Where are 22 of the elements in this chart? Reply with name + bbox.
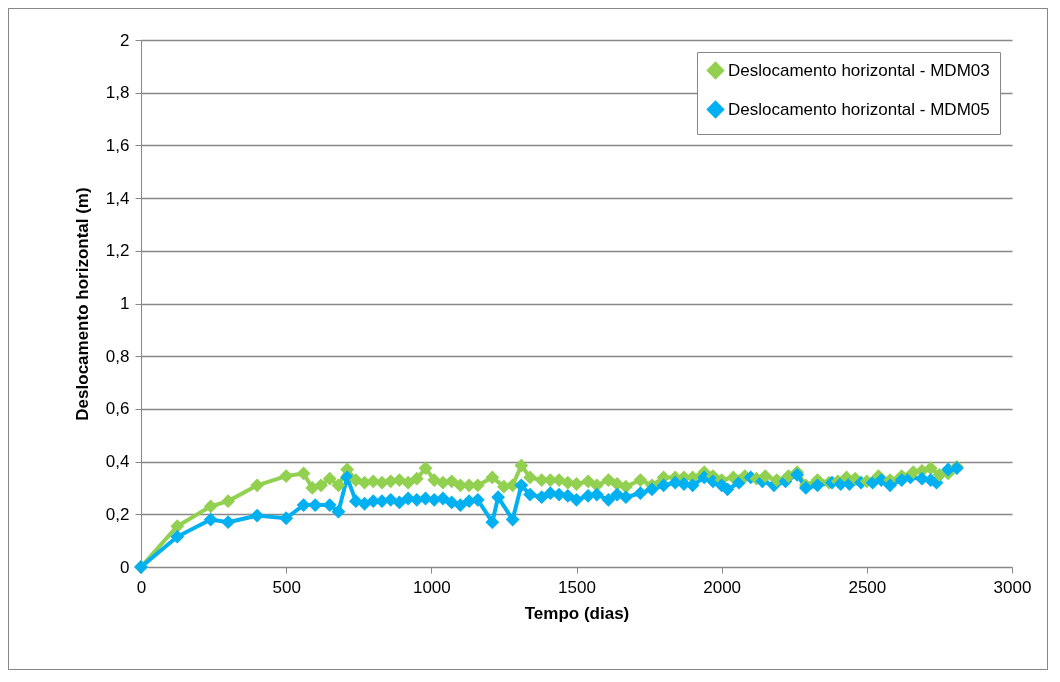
x-tick-label: 0 (136, 577, 147, 597)
y-tick-label: 1,8 (105, 83, 130, 103)
x-tick-label: 1000 (412, 577, 451, 597)
y-tick-label: 0 (120, 557, 130, 577)
y-tick-label: 2 (120, 30, 130, 50)
y-tick-label: 0,2 (105, 504, 130, 524)
x-axis-title: Tempo (dias) (524, 603, 630, 623)
x-tick-label: 500 (272, 577, 301, 597)
x-tick-label: 2500 (848, 577, 887, 597)
y-tick-label: 0,4 (105, 452, 130, 472)
legend-label: Deslocamento horizontal - MDM05 (728, 99, 990, 119)
y-tick-label: 0,6 (105, 399, 130, 419)
y-tick-label: 1 (120, 294, 130, 313)
y-tick-label: 0,8 (105, 346, 130, 366)
x-tick-label: 1500 (558, 577, 596, 597)
y-tick-label: 1,2 (105, 241, 130, 261)
y-tick-label: 1,6 (105, 135, 130, 155)
y-tick-label: 1,4 (105, 188, 130, 208)
x-tick-label: 3000 (993, 577, 1032, 597)
legend-label: Deslocamento horizontal - MDM03 (728, 60, 990, 80)
y-axis-title: Deslocamento horizontal (m) (72, 187, 92, 421)
x-tick-label: 2000 (703, 577, 742, 597)
